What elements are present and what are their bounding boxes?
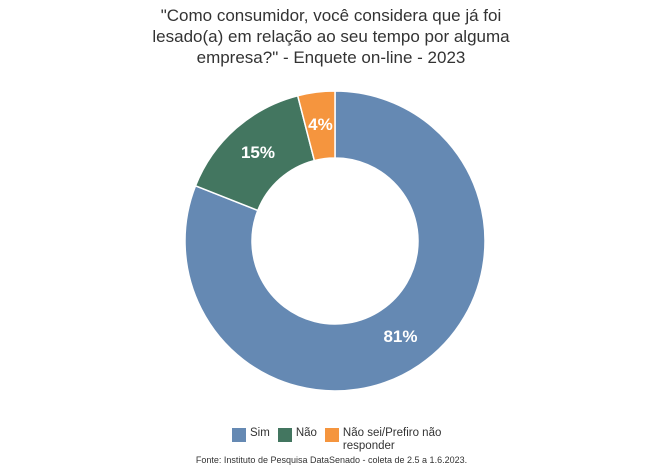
legend-swatch: [324, 428, 339, 442]
value-label: 4%: [308, 115, 333, 134]
legend-label: Não sei/Prefiro não responder: [342, 427, 442, 452]
donut-segment: [296, 90, 336, 162]
donut-segment: [184, 90, 486, 392]
legend-item: Sim: [232, 427, 270, 442]
value-label: 81%: [383, 327, 417, 346]
legend: Sim Não Não sei/Prefiro não responder: [232, 427, 466, 453]
legend-label: Sim: [250, 427, 270, 439]
legend-label: Não: [295, 427, 317, 439]
legend-swatch: [232, 428, 246, 442]
value-label: 15%: [241, 143, 275, 162]
legend-item: Não sei/Prefiro não responder: [324, 427, 458, 453]
chart-title: lesado(a) em relação ao seu tempo por al…: [152, 27, 510, 46]
legend-swatch: [277, 428, 292, 442]
legend-item: Não: [277, 427, 317, 442]
chart-title: empresa?" - Enquete on-line - 2023: [197, 48, 466, 67]
chart-title: "Como consumidor, você considera que já …: [161, 6, 502, 25]
source: Fonte: Instituto de Pesquisa DataSenado …: [195, 455, 468, 465]
